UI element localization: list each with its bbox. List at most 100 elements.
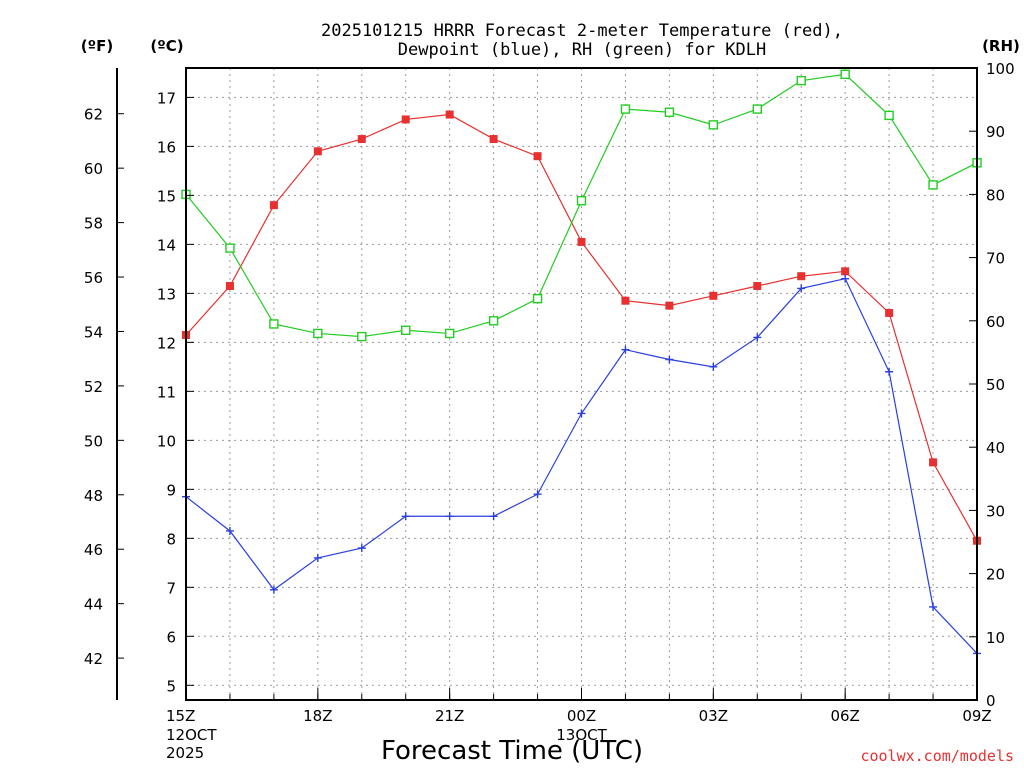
rh-tick-label: 40 bbox=[986, 439, 1005, 457]
fahrenheit-tick-label: 56 bbox=[84, 269, 103, 287]
temperature-point bbox=[797, 272, 806, 281]
celsius-tick-label: 13 bbox=[157, 285, 176, 303]
dewpoint-point bbox=[797, 284, 806, 293]
rh-tick-label: 0 bbox=[986, 692, 996, 710]
fahrenheit-tick-label: 58 bbox=[84, 215, 103, 233]
rh-point bbox=[752, 104, 762, 114]
dewpoint-point bbox=[885, 367, 894, 376]
celsius-tick-label: 5 bbox=[166, 677, 176, 695]
temperature-point bbox=[445, 110, 454, 119]
dewpoint-point bbox=[489, 512, 498, 521]
temperature-point bbox=[841, 267, 850, 276]
rh-point bbox=[401, 325, 411, 335]
temperature-point bbox=[357, 135, 366, 144]
credit-link[interactable]: coolwx.com/models bbox=[860, 747, 1014, 765]
x-tick-date-label: 12OCT bbox=[166, 726, 217, 744]
rh-tick-label: 80 bbox=[986, 186, 1005, 204]
rh-point bbox=[928, 180, 938, 190]
rh-tick-label: 100 bbox=[986, 60, 1015, 78]
rh-point bbox=[269, 319, 279, 329]
rh-point bbox=[884, 110, 894, 121]
x-tick-label: 00Z bbox=[567, 707, 596, 725]
x-tick-label: 18Z bbox=[303, 707, 332, 725]
rh-point bbox=[664, 107, 675, 117]
temperature-point bbox=[753, 282, 762, 291]
rh-unit-label: (RH) bbox=[982, 37, 1020, 55]
temperature-point bbox=[269, 201, 278, 210]
celsius-tick-label: 9 bbox=[166, 481, 176, 499]
dewpoint-point bbox=[929, 602, 938, 611]
axes-layer: 5678910111213141516174244464850525456586… bbox=[84, 60, 1015, 762]
fahrenheit-tick-label: 54 bbox=[84, 323, 103, 341]
rh-tick-label: 10 bbox=[986, 629, 1005, 647]
dewpoint-point bbox=[621, 345, 630, 354]
dewpoint-point bbox=[841, 274, 850, 283]
x-tick-label: 15Z bbox=[166, 707, 195, 725]
celsius-tick-label: 16 bbox=[157, 138, 176, 156]
plot-frame bbox=[185, 67, 978, 701]
celsius-tick-label: 17 bbox=[157, 89, 176, 107]
rh-point bbox=[488, 316, 499, 326]
rh-point bbox=[444, 328, 455, 339]
celsius-tick-label: 15 bbox=[157, 187, 176, 205]
x-tick-label: 21Z bbox=[435, 707, 464, 725]
dewpoint-point bbox=[401, 512, 410, 521]
fahrenheit-tick-label: 42 bbox=[84, 650, 103, 668]
dewpoint-point bbox=[445, 512, 454, 521]
fahrenheit-tick-label: 50 bbox=[84, 432, 103, 450]
dewpoint-point bbox=[533, 490, 542, 499]
rh-point bbox=[708, 120, 719, 130]
x-tick-label: 03Z bbox=[699, 707, 728, 725]
rh-tick-label: 30 bbox=[986, 502, 1005, 520]
rh-point bbox=[357, 331, 367, 342]
rh-tick-label: 60 bbox=[986, 313, 1005, 331]
fahrenheit-tick-label: 46 bbox=[84, 541, 103, 559]
dewpoint-point bbox=[269, 585, 278, 594]
fahrenheit-tick-label: 48 bbox=[84, 487, 103, 505]
temperature-point bbox=[577, 237, 586, 246]
x-tick-label: 09Z bbox=[962, 707, 991, 725]
rh-tick-label: 50 bbox=[986, 376, 1005, 394]
dewpoint-point bbox=[665, 355, 674, 364]
dewpoint-point bbox=[753, 333, 762, 342]
chart-title-line2: Dewpoint (blue), RH (green) for KDLH bbox=[398, 40, 766, 60]
celsius-tick-label: 7 bbox=[166, 579, 176, 597]
celsius-tick-label: 10 bbox=[157, 432, 176, 450]
dewpoint-point bbox=[313, 553, 322, 562]
rh-point bbox=[532, 293, 543, 304]
rh-point bbox=[225, 243, 235, 253]
rh-point bbox=[576, 196, 587, 206]
temperature-point bbox=[621, 296, 630, 305]
series-layer bbox=[181, 69, 982, 658]
celsius-tick-label: 14 bbox=[157, 236, 176, 254]
temperature-point bbox=[489, 135, 498, 144]
fahrenheit-unit-label: (ºF) bbox=[81, 37, 113, 55]
x-tick-date-label: 13OCT bbox=[556, 726, 607, 744]
chart-title-line1: 2025101215 HRRR Forecast 2-meter Tempera… bbox=[321, 21, 843, 41]
rh-tick-label: 90 bbox=[986, 123, 1005, 141]
celsius-unit-label: (ºC) bbox=[150, 37, 183, 55]
fahrenheit-tick-label: 62 bbox=[84, 106, 103, 124]
rh-tick-label: 70 bbox=[986, 250, 1005, 268]
fahrenheit-tick-label: 52 bbox=[84, 378, 103, 396]
x-tick-label: 06Z bbox=[830, 707, 859, 725]
temperature-point bbox=[885, 308, 894, 317]
celsius-tick-label: 11 bbox=[157, 383, 176, 401]
temperature-point bbox=[709, 291, 718, 300]
temperature-point bbox=[665, 301, 674, 310]
temperature-point bbox=[313, 147, 322, 156]
rh-point bbox=[840, 69, 850, 80]
temperature-point bbox=[401, 115, 410, 124]
dewpoint-point bbox=[357, 544, 366, 553]
rh-tick-label: 20 bbox=[986, 566, 1005, 584]
temperature-point bbox=[225, 282, 234, 291]
celsius-tick-label: 8 bbox=[166, 530, 176, 548]
dewpoint-point bbox=[709, 362, 718, 371]
x-tick-year-label: 2025 bbox=[166, 744, 204, 762]
fahrenheit-tick-label: 60 bbox=[84, 160, 103, 178]
dewpoint-point bbox=[577, 409, 586, 418]
celsius-tick-label: 12 bbox=[157, 334, 176, 352]
dewpoint-point bbox=[225, 526, 234, 535]
x-axis-title: Forecast Time (UTC) bbox=[381, 736, 643, 766]
